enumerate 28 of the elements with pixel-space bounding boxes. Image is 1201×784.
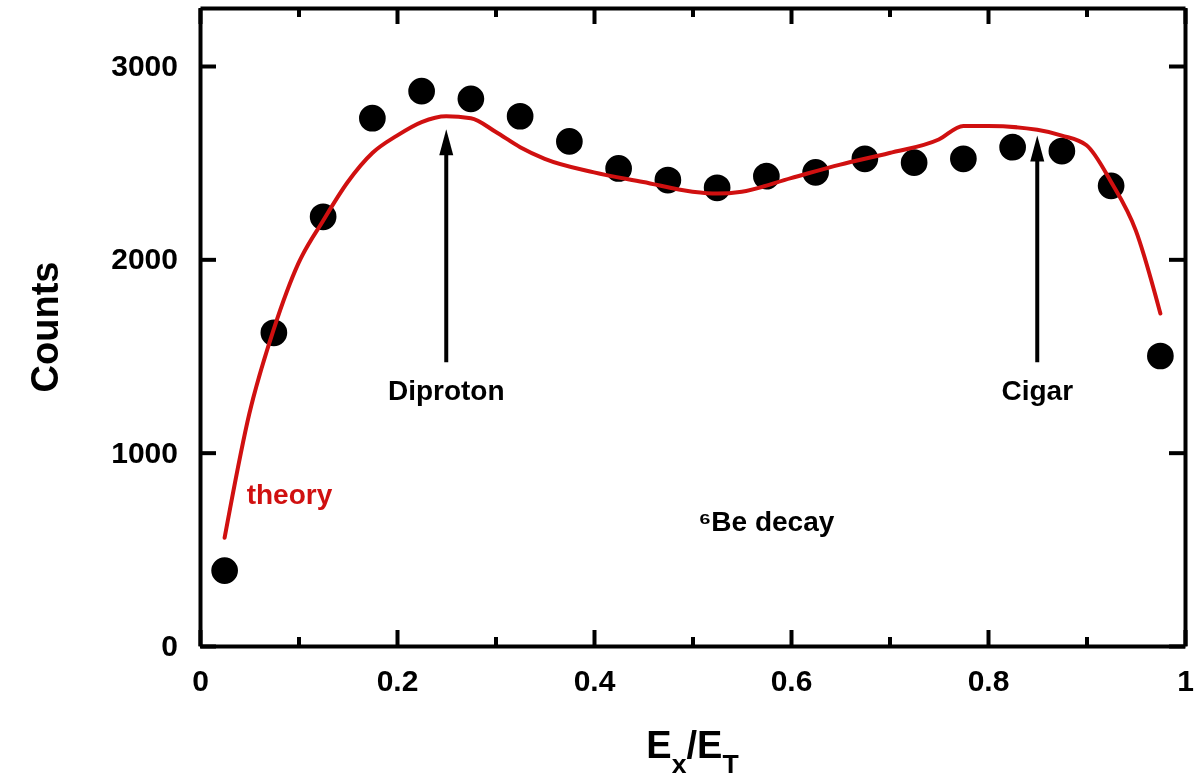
x-tick-label: 0.6 (770, 664, 813, 698)
x-tick-label: 0.8 (967, 664, 1010, 698)
x-tick-label: 0 (192, 664, 209, 698)
x-tick-label: 0.4 (573, 664, 616, 698)
x-tick-label: 1 (1177, 664, 1194, 698)
y-tick-label: 1000 (111, 435, 178, 469)
point (211, 557, 238, 584)
point (457, 85, 485, 113)
point (506, 102, 534, 130)
point (900, 149, 928, 176)
annotation: Diproton (387, 375, 505, 407)
y-tick-label: 3000 (111, 49, 178, 83)
point (556, 128, 583, 155)
x-tick-label: 0.2 (376, 664, 419, 698)
point (950, 145, 977, 173)
series-label: theory (246, 478, 333, 510)
point (1147, 342, 1174, 370)
annotation: ⁶Be decay (698, 506, 835, 538)
line-series (222, 114, 1163, 540)
annotation: Cigar (1001, 375, 1074, 407)
point (999, 133, 1026, 161)
y-tick-label: 2000 (111, 242, 178, 276)
point (408, 77, 435, 105)
y-tick-label: 0 (161, 629, 178, 663)
x-axis-title: E$_{x}$/E$_{T}$ (646, 724, 739, 779)
point (1048, 137, 1076, 165)
point (359, 104, 386, 132)
y-axis-title: Counts (24, 261, 66, 393)
